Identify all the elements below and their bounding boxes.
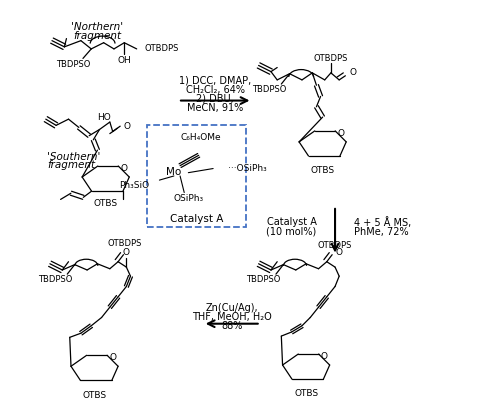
Text: 'Southern': 'Southern' — [47, 152, 100, 162]
Text: OTBS: OTBS — [94, 199, 118, 208]
Text: C₆H₄OMe: C₆H₄OMe — [180, 133, 221, 142]
Text: ···OSiPh₃: ···OSiPh₃ — [228, 164, 266, 173]
Text: 2) DBU,: 2) DBU, — [196, 94, 234, 104]
Text: fragment: fragment — [47, 161, 95, 171]
Text: O: O — [120, 164, 127, 173]
Text: TBDPSO: TBDPSO — [252, 85, 286, 94]
Text: MeCN, 91%: MeCN, 91% — [187, 103, 243, 113]
Text: PhMe, 72%: PhMe, 72% — [354, 227, 408, 237]
Text: THF, MeOH, H₂O: THF, MeOH, H₂O — [192, 312, 272, 322]
Text: OTBDPS: OTBDPS — [107, 240, 142, 248]
Text: HO: HO — [97, 113, 110, 121]
Text: TBDPSO: TBDPSO — [38, 275, 72, 284]
Text: OSiPh₃: OSiPh₃ — [173, 194, 204, 203]
Text: Zn(Cu/Ag),: Zn(Cu/Ag), — [205, 303, 258, 313]
Text: 1) DCC, DMAP,: 1) DCC, DMAP, — [179, 76, 252, 86]
Text: 88%: 88% — [221, 321, 242, 331]
Text: CH₂Cl₂, 64%: CH₂Cl₂, 64% — [186, 85, 245, 95]
Text: (10 mol%): (10 mol%) — [266, 227, 316, 237]
Text: 'Northern': 'Northern' — [72, 22, 123, 32]
Text: O: O — [349, 68, 357, 77]
Text: OTBDPS: OTBDPS — [318, 241, 352, 250]
Text: Mo: Mo — [166, 167, 181, 177]
Text: O: O — [321, 352, 328, 361]
Text: TBDPSO: TBDPSO — [56, 60, 91, 69]
Text: 4 + 5 Å MS,: 4 + 5 Å MS, — [354, 217, 411, 228]
Text: OTBDPS: OTBDPS — [145, 45, 180, 53]
Text: Catalyst A: Catalyst A — [170, 214, 223, 224]
Text: O: O — [337, 129, 344, 138]
Text: OTBS: OTBS — [311, 166, 335, 175]
FancyBboxPatch shape — [147, 125, 246, 227]
Text: OTBS: OTBS — [294, 389, 318, 399]
Text: OH: OH — [118, 56, 131, 64]
Text: Catalyst A: Catalyst A — [266, 218, 316, 228]
Text: O: O — [123, 122, 131, 131]
Text: OTBS: OTBS — [83, 391, 107, 400]
Text: TBDPSO: TBDPSO — [246, 275, 281, 284]
Text: O: O — [109, 353, 116, 362]
Text: O: O — [335, 248, 342, 257]
Text: OTBDPS: OTBDPS — [314, 54, 348, 62]
Text: Ph₃SiO: Ph₃SiO — [119, 181, 149, 190]
Text: O: O — [123, 248, 130, 257]
Text: fragment: fragment — [73, 31, 121, 41]
